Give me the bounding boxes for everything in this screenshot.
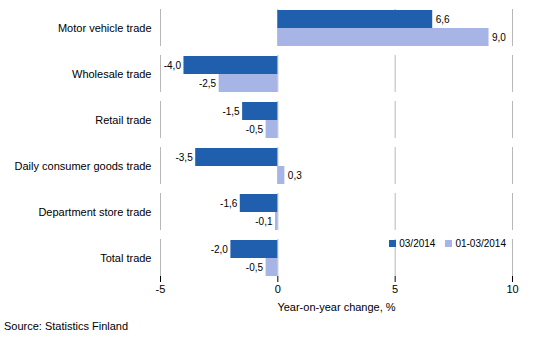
- html-text:01-03/2014: 01-03/2014: [455, 238, 506, 249]
- svg-text:5: 5: [392, 283, 398, 295]
- svg-text:-5: -5: [156, 283, 166, 295]
- svg-text:Total trade: Total trade: [100, 252, 151, 264]
- svg-text:-1,6: -1,6: [220, 198, 238, 209]
- svg-text:-0,1: -0,1: [255, 216, 273, 227]
- svg-text:-4,0: -4,0: [164, 60, 182, 71]
- svg-text:Motor vehicle trade: Motor vehicle trade: [58, 22, 152, 34]
- svg-text:6,6: 6,6: [436, 14, 450, 25]
- svg-text:-0,5: -0,5: [246, 124, 264, 135]
- svg-text:10: 10: [506, 283, 518, 295]
- svg-text:Department store trade: Department store trade: [38, 206, 151, 218]
- svg-text:Daily consumer goods trade: Daily consumer goods trade: [15, 160, 152, 172]
- svg-text:-2,5: -2,5: [199, 78, 217, 89]
- svg-text:Wholesale trade: Wholesale trade: [72, 68, 152, 80]
- svg-text:0: 0: [275, 283, 281, 295]
- svg-text:-1,5: -1,5: [222, 106, 240, 117]
- svg-text:Year-on-year change, %: Year-on-year change, %: [277, 301, 395, 313]
- svg-text:-0,5: -0,5: [246, 262, 264, 273]
- svg-text:-3,5: -3,5: [175, 152, 193, 163]
- html-text:Source: Statistics Finland: Source: Statistics Finland: [4, 320, 129, 332]
- svg-text:0,3: 0,3: [288, 170, 302, 181]
- svg-text:9,0: 9,0: [492, 32, 506, 43]
- svg-text:-2,0: -2,0: [211, 244, 229, 255]
- svg-text:Retail trade: Retail trade: [95, 114, 151, 126]
- html-text:03/2014: 03/2014: [399, 238, 436, 249]
